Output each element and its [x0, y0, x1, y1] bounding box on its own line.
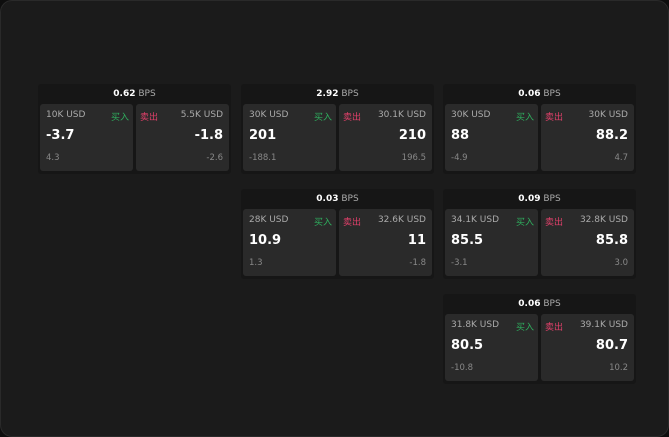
quote-card: 2.92 BPS 30K USD 买入 201 -188.1 卖出 30.1K …: [241, 84, 434, 174]
spread-header: 0.06 BPS: [443, 84, 636, 104]
sell-size: 5.5K USD: [180, 110, 223, 120]
spread-header: 0.62 BPS: [38, 84, 231, 104]
spread-header: 2.92 BPS: [241, 84, 434, 104]
sell-pane[interactable]: 卖出 30.1K USD 210 196.5: [339, 104, 432, 171]
sell-price: 88.2: [595, 128, 628, 143]
quote-card: 0.06 BPS 30K USD 买入 88 -4.9 卖出 30K USD 8…: [443, 84, 636, 174]
sell-label: 卖出: [545, 218, 564, 228]
buy-size: 31.8K USD: [451, 320, 500, 330]
spread-unit: BPS: [543, 299, 561, 309]
buy-label: 买入: [313, 218, 332, 228]
spread-header: 0.06 BPS: [443, 294, 636, 314]
sell-change: -2.6: [206, 153, 223, 163]
sell-label: 卖出: [545, 113, 564, 123]
buy-price: -3.7: [46, 128, 75, 143]
spread-unit: BPS: [543, 89, 561, 99]
buy-change: -188.1: [249, 153, 277, 163]
quote-card: 0.03 BPS 28K USD 买入 10.9 1.3 卖出 32.6K US…: [241, 189, 434, 279]
buy-price: 88: [451, 128, 470, 143]
spread-value: 0.06: [518, 299, 541, 309]
buy-change: -10.8: [451, 363, 473, 373]
sell-price: -1.8: [194, 128, 223, 143]
spread-value: 2.92: [316, 89, 339, 99]
buy-pane[interactable]: 34.1K USD 买入 85.5 -3.1: [445, 209, 538, 276]
spread-unit: BPS: [543, 194, 561, 204]
buy-pane[interactable]: 31.8K USD 买入 80.5 -10.8: [445, 314, 538, 381]
buy-change: -3.1: [451, 258, 468, 268]
sell-price: 210: [398, 128, 426, 143]
sell-pane[interactable]: 卖出 32.8K USD 85.8 3.0: [541, 209, 634, 276]
spread-value: 0.03: [316, 194, 339, 204]
spread-value: 0.62: [113, 89, 136, 99]
spread-unit: BPS: [138, 89, 156, 99]
sell-change: 3.0: [614, 258, 628, 268]
spread-unit: BPS: [341, 89, 359, 99]
sell-label: 卖出: [343, 218, 362, 228]
buy-price: 10.9: [249, 233, 282, 248]
spread-unit: BPS: [341, 194, 359, 204]
sell-size: 32.6K USD: [377, 215, 426, 225]
buy-change: 4.3: [46, 153, 60, 163]
sell-pane[interactable]: 卖出 30K USD 88.2 4.7: [541, 104, 634, 171]
buy-label: 买入: [515, 113, 534, 123]
sell-change: -1.8: [409, 258, 426, 268]
sell-size: 30K USD: [588, 110, 628, 120]
sell-label: 卖出: [545, 323, 564, 333]
buy-pane[interactable]: 30K USD 买入 201 -188.1: [243, 104, 336, 171]
sell-change: 4.7: [614, 153, 628, 163]
sell-label: 卖出: [343, 113, 362, 123]
buy-price: 85.5: [451, 233, 484, 248]
spread-value: 0.06: [518, 89, 541, 99]
sell-price: 85.8: [595, 233, 628, 248]
sell-size: 32.8K USD: [579, 215, 628, 225]
spread-header: 0.03 BPS: [241, 189, 434, 209]
buy-size: 30K USD: [249, 110, 289, 120]
sell-change: 10.2: [609, 363, 628, 373]
sell-change: 196.5: [401, 153, 426, 163]
sell-pane[interactable]: 卖出 5.5K USD -1.8 -2.6: [136, 104, 229, 171]
quote-card: 0.09 BPS 34.1K USD 买入 85.5 -3.1 卖出 32.8K…: [443, 189, 636, 279]
sell-pane[interactable]: 卖出 39.1K USD 80.7 10.2: [541, 314, 634, 381]
buy-price: 201: [249, 128, 277, 143]
sell-label: 卖出: [140, 113, 159, 123]
sell-price: 80.7: [595, 338, 628, 353]
buy-price: 80.5: [451, 338, 484, 353]
buy-size: 34.1K USD: [451, 215, 500, 225]
sell-pane[interactable]: 卖出 32.6K USD 11 -1.8: [339, 209, 432, 276]
buy-pane[interactable]: 30K USD 买入 88 -4.9: [445, 104, 538, 171]
buy-pane[interactable]: 10K USD 买入 -3.7 4.3: [40, 104, 133, 171]
sell-size: 30.1K USD: [377, 110, 426, 120]
spread-header: 0.09 BPS: [443, 189, 636, 209]
buy-label: 买入: [515, 323, 534, 333]
buy-change: 1.3: [249, 258, 263, 268]
sell-price: 11: [407, 233, 426, 248]
buy-change: -4.9: [451, 153, 468, 163]
buy-label: 买入: [515, 218, 534, 228]
spread-value: 0.09: [518, 194, 541, 204]
sell-size: 39.1K USD: [579, 320, 628, 330]
buy-label: 买入: [313, 113, 332, 123]
buy-label: 买入: [110, 113, 129, 123]
quote-card: 0.62 BPS 10K USD 买入 -3.7 4.3 卖出 5.5K USD…: [38, 84, 231, 174]
buy-size: 28K USD: [249, 215, 289, 225]
buy-size: 30K USD: [451, 110, 491, 120]
buy-size: 10K USD: [46, 110, 86, 120]
quote-card: 0.06 BPS 31.8K USD 买入 80.5 -10.8 卖出 39.1…: [443, 294, 636, 384]
buy-pane[interactable]: 28K USD 买入 10.9 1.3: [243, 209, 336, 276]
